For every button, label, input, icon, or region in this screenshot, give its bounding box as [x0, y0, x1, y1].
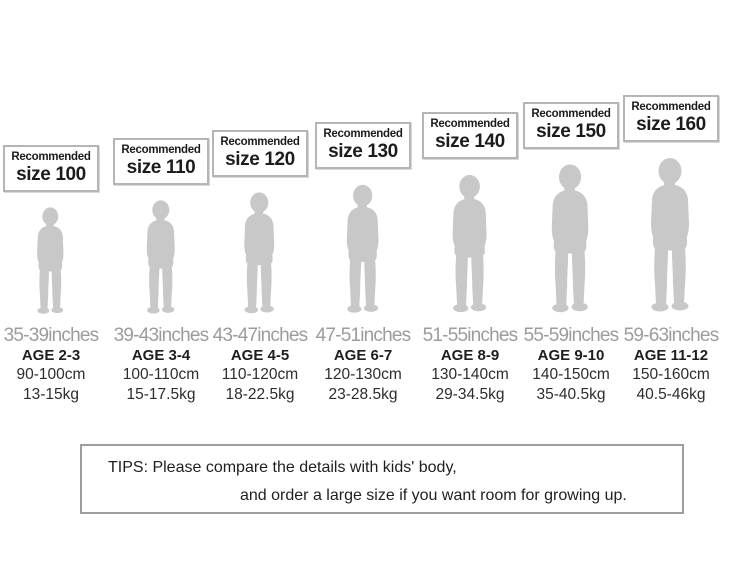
recommended-size-box: Recommended size 100 — [3, 145, 99, 192]
child-silhouette-icon — [336, 184, 391, 318]
recommended-label: Recommended — [631, 101, 711, 113]
weight-kg: 18-22.5kg — [225, 386, 295, 403]
height-cm: 90-100cm — [16, 366, 86, 383]
age-range: AGE 4-5 — [230, 347, 290, 364]
child-silhouette-icon — [638, 157, 704, 318]
tips-box: TIPS: Please compare the details with ki… — [80, 444, 684, 514]
height-cm: 150-160cm — [632, 366, 710, 383]
recommended-label: Recommended — [430, 118, 510, 130]
size-label: size 150 — [536, 121, 606, 142]
size-column-140: Recommended size 140 51-55inches AGE 8-9… — [419, 0, 521, 405]
size-label: size 160 — [636, 114, 706, 135]
child-silhouette-icon — [234, 192, 286, 318]
recommended-label: Recommended — [220, 136, 300, 148]
measurements: 39-43inches AGE 3-4 100-110cm 15-17.5kg — [113, 325, 210, 405]
recommended-label: Recommended — [121, 144, 201, 156]
recommended-size-box: Recommended size 120 — [212, 130, 308, 177]
tips-line-1: TIPS: Please compare the details with ki… — [108, 459, 457, 476]
weight-kg: 15-17.5kg — [126, 386, 196, 403]
age-range: AGE 11-12 — [633, 347, 709, 364]
age-range: AGE 2-3 — [21, 347, 81, 364]
weight-kg: 23-28.5kg — [328, 386, 398, 403]
height-cm: 120-130cm — [324, 366, 402, 383]
height-inches: 47-51inches — [315, 325, 412, 346]
tips-line-2: and order a large size if you want room … — [240, 487, 627, 504]
size-column-110: Recommended size 110 39-43inches AGE 3-4… — [110, 0, 212, 405]
height-inches: 43-47inches — [212, 325, 309, 346]
height-inches: 59-63inches — [623, 325, 720, 346]
measurements: 43-47inches AGE 4-5 110-120cm 18-22.5kg — [212, 325, 309, 405]
height-inches: 51-55inches — [422, 325, 519, 346]
measurements: 35-39inches AGE 2-3 90-100cm 13-15kg — [3, 325, 100, 405]
height-cm: 130-140cm — [431, 366, 509, 383]
size-column-150: Recommended size 150 55-59inches AGE 9-1… — [520, 0, 622, 405]
child-silhouette-icon — [137, 200, 186, 318]
size-column-100: Recommended size 100 35-39inches AGE 2-3… — [0, 0, 102, 405]
height-cm: 140-150cm — [532, 366, 610, 383]
weight-kg: 40.5-46kg — [636, 386, 706, 403]
size-column-160: Recommended size 160 59-63inches AGE 11-… — [620, 0, 722, 405]
height-inches: 39-43inches — [113, 325, 210, 346]
child-silhouette-icon — [441, 174, 500, 318]
age-range: AGE 9-10 — [537, 347, 605, 364]
age-range: AGE 8-9 — [440, 347, 500, 364]
recommended-label: Recommended — [323, 128, 403, 140]
weight-kg: 29-34.5kg — [435, 386, 505, 403]
height-cm: 100-110cm — [122, 366, 200, 383]
age-range: AGE 6-7 — [333, 347, 393, 364]
measurements: 47-51inches AGE 6-7 120-130cm 23-28.5kg — [315, 325, 412, 405]
height-inches: 55-59inches — [523, 325, 620, 346]
age-range: AGE 3-4 — [131, 347, 191, 364]
size-column-120: Recommended size 120 43-47inches AGE 4-5… — [209, 0, 311, 405]
child-silhouette-icon — [539, 164, 603, 318]
child-silhouette-icon — [28, 207, 74, 318]
recommended-size-box: Recommended size 150 — [523, 102, 619, 149]
recommended-label: Recommended — [11, 151, 91, 163]
size-label: size 120 — [225, 149, 295, 170]
size-label: size 100 — [16, 164, 86, 185]
recommended-label: Recommended — [531, 108, 611, 120]
measurements: 55-59inches AGE 9-10 140-150cm 35-40.5kg — [523, 325, 620, 405]
recommended-size-box: Recommended size 110 — [113, 138, 209, 185]
size-label: size 130 — [328, 141, 398, 162]
recommended-size-box: Recommended size 160 — [623, 95, 719, 142]
weight-kg: 13-15kg — [22, 386, 79, 403]
height-cm: 110-120cm — [221, 366, 299, 383]
recommended-size-box: Recommended size 130 — [315, 122, 411, 169]
weight-kg: 35-40.5kg — [536, 386, 606, 403]
measurements: 59-63inches AGE 11-12 150-160cm 40.5-46k… — [623, 325, 720, 405]
size-label: size 140 — [435, 131, 505, 152]
size-label: size 110 — [126, 157, 196, 178]
height-inches: 35-39inches — [3, 325, 100, 346]
measurements: 51-55inches AGE 8-9 130-140cm 29-34.5kg — [422, 325, 519, 405]
recommended-size-box: Recommended size 140 — [422, 112, 518, 159]
size-column-130: Recommended size 130 47-51inches AGE 6-7… — [312, 0, 414, 405]
